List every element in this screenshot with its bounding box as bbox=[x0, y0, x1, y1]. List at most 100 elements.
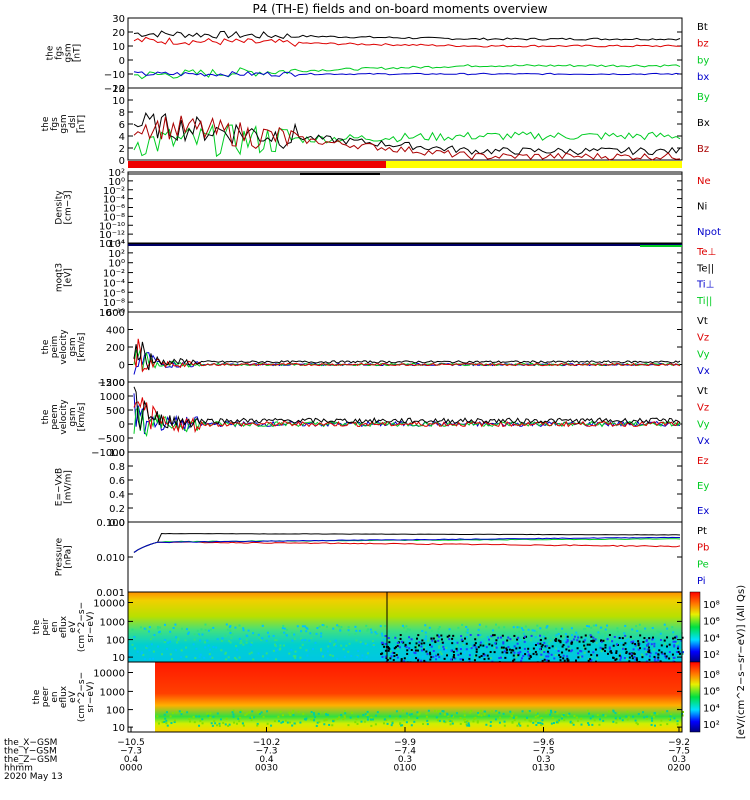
heatmap-cell bbox=[283, 627, 286, 630]
heatmap-cell bbox=[582, 640, 585, 643]
legend-Te⊥: Te⊥ bbox=[696, 247, 716, 258]
heatmap-cell bbox=[516, 724, 519, 727]
heatmap-cell bbox=[528, 650, 531, 653]
heatmap-cell bbox=[514, 632, 517, 635]
heatmap-cell bbox=[473, 644, 476, 647]
heatmap-cell bbox=[366, 710, 369, 713]
heatmap-cell bbox=[533, 642, 536, 645]
heatmap-cell bbox=[293, 637, 296, 640]
heatmap-cell bbox=[403, 657, 406, 660]
heatmap-cell bbox=[388, 715, 391, 718]
heatmap-cell bbox=[556, 712, 559, 715]
series-bz bbox=[133, 36, 680, 48]
y-axis-label: peim bbox=[50, 336, 60, 359]
heatmap-cell bbox=[178, 710, 181, 713]
heatmap-cell bbox=[435, 656, 438, 659]
heatmap-cell bbox=[450, 714, 453, 717]
heatmap-cell bbox=[575, 631, 578, 634]
heatmap-cell bbox=[242, 643, 245, 646]
heatmap-cell bbox=[475, 648, 478, 651]
heatmap-cell bbox=[407, 716, 410, 719]
heatmap-cell bbox=[580, 650, 583, 653]
heatmap-cell bbox=[536, 624, 539, 627]
heatmap-cell bbox=[405, 721, 408, 724]
heatmap-cell bbox=[601, 647, 604, 650]
heatmap-cell bbox=[550, 722, 553, 725]
heatmap-cell bbox=[651, 627, 654, 630]
heatmap-cell bbox=[639, 630, 642, 633]
heatmap-cell bbox=[673, 636, 676, 639]
heatmap-cell bbox=[541, 659, 544, 662]
heatmap-cell bbox=[483, 658, 486, 661]
heatmap-cell bbox=[494, 642, 497, 645]
heatmap-cell bbox=[438, 645, 441, 648]
x-axis-value: −9.2 bbox=[668, 738, 690, 748]
heatmap-cell bbox=[547, 652, 550, 655]
heatmap-cell bbox=[180, 656, 183, 659]
series-green bbox=[133, 406, 681, 438]
heatmap-cell bbox=[628, 660, 631, 663]
y-tick-label: 0 bbox=[119, 420, 125, 431]
heatmap-cell bbox=[540, 651, 543, 654]
heatmap-cell bbox=[407, 640, 410, 643]
heatmap-cell bbox=[238, 656, 241, 659]
heatmap-cell bbox=[436, 636, 439, 639]
heatmap-cell bbox=[199, 639, 202, 642]
heatmap-cell bbox=[451, 642, 454, 645]
heatmap-cell bbox=[603, 650, 606, 653]
heatmap-cell bbox=[422, 648, 425, 651]
heatmap-cell bbox=[658, 649, 661, 652]
heatmap-cell bbox=[395, 634, 398, 637]
heatmap-cell bbox=[651, 719, 654, 722]
heatmap-cell bbox=[625, 715, 628, 718]
heatmap-cell bbox=[590, 639, 593, 642]
heatmap-cell bbox=[166, 647, 169, 650]
heatmap-cell bbox=[486, 636, 489, 639]
colorbar-tick-label: 10⁴ bbox=[703, 703, 720, 714]
heatmap-cell bbox=[625, 650, 628, 653]
heatmap-cell bbox=[534, 636, 537, 639]
legend-Vt: Vt bbox=[697, 386, 708, 397]
heatmap-cell bbox=[224, 634, 227, 637]
heatmap-cell bbox=[578, 640, 581, 643]
heatmap-cell bbox=[420, 659, 423, 662]
heatmap-cell bbox=[176, 641, 179, 644]
heatmap-cell bbox=[619, 656, 622, 659]
heatmap-cell bbox=[546, 650, 549, 653]
heatmap-cell bbox=[604, 635, 607, 638]
y-tick-label: 10⁻⁶ bbox=[103, 288, 125, 299]
heatmap-cell bbox=[173, 719, 176, 722]
heatmap-cell bbox=[490, 710, 493, 713]
legend-Pe: Pe bbox=[697, 559, 709, 570]
heatmap-cell bbox=[505, 648, 508, 651]
heatmap-cell bbox=[225, 717, 228, 720]
heatmap-cell bbox=[648, 655, 651, 658]
heatmap-cell bbox=[188, 717, 191, 720]
heatmap-cell bbox=[159, 632, 162, 635]
heatmap-cell bbox=[372, 642, 375, 645]
heatmap-cell bbox=[204, 623, 207, 626]
heatmap-cell bbox=[535, 711, 538, 714]
heatmap-cell bbox=[675, 648, 678, 651]
y-axis-label: E=−VxB bbox=[55, 468, 65, 506]
heatmap-cell bbox=[401, 624, 404, 627]
heatmap-cell bbox=[482, 644, 485, 647]
heatmap-cell bbox=[170, 722, 173, 725]
heatmap-cell bbox=[482, 652, 485, 655]
heatmap-cell bbox=[570, 640, 573, 643]
heatmap-cell bbox=[322, 655, 325, 658]
series-Bz bbox=[133, 115, 681, 161]
series-bx bbox=[133, 70, 681, 77]
heatmap-cell bbox=[643, 637, 646, 640]
heatmap-cell bbox=[401, 646, 404, 649]
heatmap-cell bbox=[248, 652, 251, 655]
heatmap-cell bbox=[209, 716, 212, 719]
x-axis-value: 0.3 bbox=[398, 755, 412, 765]
heatmap-cell bbox=[240, 710, 243, 713]
heatmap-cell bbox=[128, 652, 131, 655]
heatmap-cell bbox=[468, 724, 471, 727]
heatmap-cell bbox=[477, 646, 480, 649]
heatmap-cell bbox=[158, 626, 161, 629]
heatmap-cell bbox=[577, 652, 580, 655]
heatmap-cell bbox=[479, 641, 482, 644]
